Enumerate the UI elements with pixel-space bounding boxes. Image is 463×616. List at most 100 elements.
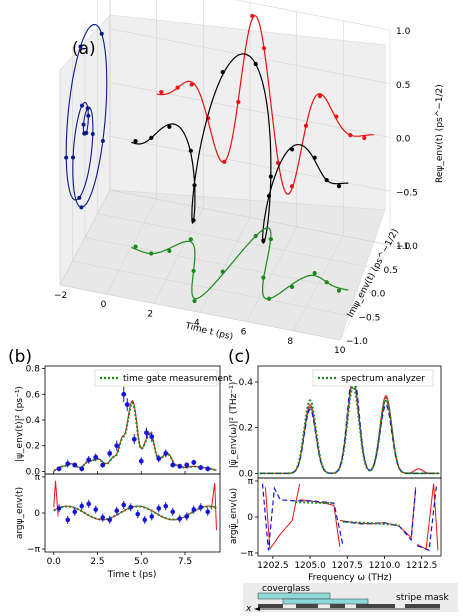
panel-b-legend-label: time gate measurement — [123, 374, 233, 384]
green-series-point — [253, 233, 258, 239]
ztick-label: 0.5 — [396, 81, 410, 91]
xtick-label: 1207.5 — [332, 561, 364, 571]
panel-a: −2 0 2 4 6 8 10 −1.0 −0.5 0.0 0.5 1.0 1.0 0.5 0.0 −0.… — [54, 0, 445, 356]
green-series-point — [289, 284, 295, 290]
green-series-line — [131, 227, 349, 300]
ytick-label: 0.4 — [239, 378, 254, 388]
grid-line — [59, 284, 341, 341]
data-point — [184, 462, 190, 468]
green-series-point — [268, 237, 273, 242]
red-series-point — [250, 13, 255, 19]
data-point — [170, 462, 176, 468]
xtick-label: 10 — [334, 346, 346, 356]
navy-series-point — [82, 131, 87, 136]
ytick-label: 1.0 — [396, 242, 411, 252]
schematic-inset: coverglass stripe mask x — [243, 583, 458, 614]
data-point — [86, 457, 92, 463]
grid-line — [84, 237, 366, 293]
panel-label-b: (b) — [8, 347, 32, 367]
phase-point — [107, 517, 113, 523]
ztick-label: −0.5 — [396, 188, 418, 198]
panel-b-ticks: 0.0 0.2 0.4 0.6 0.8 π 0 −π 0.0 2.5 5.0 7.5 — [26, 365, 192, 567]
red-series-point — [261, 46, 267, 51]
phase-point — [56, 506, 62, 511]
stripe — [258, 604, 283, 608]
green-series-point — [220, 269, 225, 274]
panel-a-back-wall — [109, 14, 386, 211]
data-point — [100, 462, 106, 468]
data-point — [163, 451, 169, 456]
data-point — [79, 466, 85, 472]
panel-a-zticks: 1.0 0.5 0.0 −0.5 −1.0 — [396, 27, 418, 252]
data-point — [149, 434, 155, 440]
stripe — [296, 604, 318, 608]
red-series-point — [159, 90, 164, 95]
coverglass-top — [257, 592, 331, 600]
phase-point — [86, 501, 92, 507]
phase-point — [128, 504, 134, 510]
ytick-label: 0.0 — [371, 290, 386, 300]
panel-b-bottom-ylabel: argψ_env(t) — [15, 487, 25, 539]
data-point — [107, 451, 113, 456]
xtick-label: −2 — [54, 291, 67, 301]
stripe-mask-label: stripe mask — [396, 593, 450, 603]
panel-c-legend: spectrum analyzer — [312, 369, 434, 387]
xtick-label: 5.0 — [134, 557, 149, 567]
ytick-label: −π — [27, 545, 41, 555]
red-series-point — [236, 99, 241, 105]
phase-blue — [261, 483, 344, 551]
panel-b-xlabel: Time t (ps) — [107, 570, 157, 580]
ytick-label: −0.5 — [359, 313, 381, 323]
phase-point — [198, 504, 204, 510]
phase-blue — [342, 488, 417, 542]
phase-point — [170, 509, 176, 515]
phase-point — [177, 516, 183, 522]
navy-series-point — [100, 138, 105, 143]
phase-point — [142, 517, 148, 523]
panel-b-top-plot — [53, 386, 217, 472]
data-point — [177, 463, 183, 469]
phase-point — [156, 506, 162, 511]
xtick-label: 1210.0 — [369, 561, 401, 571]
panel-c-bottom-ylabel: argψ̃_env(ω) — [229, 488, 239, 544]
grid-line — [72, 261, 353, 317]
grid-line — [97, 213, 378, 269]
xtick-label: 2 — [147, 309, 153, 319]
phase-point — [72, 509, 78, 515]
navy-series-point — [77, 195, 82, 200]
ztick-label: 0.0 — [396, 135, 411, 145]
navy-series-point — [78, 44, 83, 49]
ytick-label: 0 — [247, 513, 253, 523]
green-series-point — [336, 288, 342, 293]
xtick-label: 8 — [287, 337, 293, 347]
ztick-label: 1.0 — [396, 27, 411, 37]
panel-b-legend: time gate measurement — [94, 369, 233, 387]
black-series-point — [167, 124, 172, 129]
phase-red — [416, 483, 439, 551]
data-point — [56, 466, 62, 472]
stripe-mask — [258, 604, 440, 608]
navy-series-point — [64, 155, 69, 160]
ytick-label: −π — [240, 549, 254, 559]
panel-a-zlabel: Reψ_env(t) (ps^−1/2) — [435, 84, 445, 183]
phase-red — [339, 487, 417, 539]
green-series-point — [192, 298, 197, 304]
black-series-point — [192, 183, 197, 188]
green-series-point — [261, 275, 266, 280]
data-point — [121, 391, 127, 397]
data-point — [65, 461, 71, 467]
black-series-point — [324, 177, 329, 183]
phase-line-green — [53, 505, 217, 521]
black-series-point — [191, 218, 196, 223]
xtick-label: 7.5 — [178, 557, 192, 567]
panel-b: (b) 0.0 0.2 0.4 0.6 0.8 π 0 −π 0.0 2.5 5.0 7.5 time… — [8, 347, 233, 580]
black-series-point — [268, 174, 273, 179]
data-point — [144, 430, 149, 436]
ytick-label: 0.6 — [26, 390, 41, 400]
ytick-label: 0.2 — [239, 424, 253, 434]
phase-point — [65, 517, 71, 523]
navy-series-point — [81, 122, 86, 127]
green-series-point — [167, 248, 172, 253]
black-series-point — [220, 69, 225, 75]
